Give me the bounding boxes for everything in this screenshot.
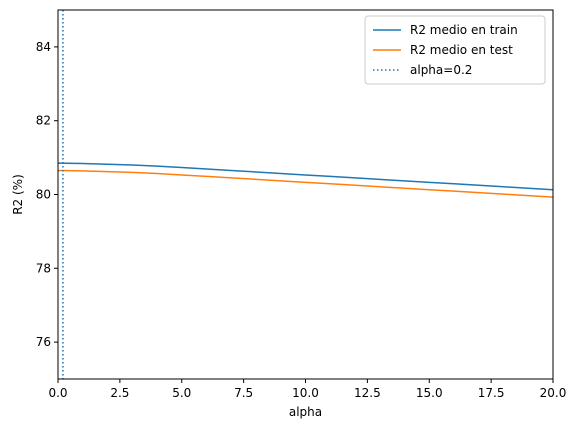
y-tick-label: 78 bbox=[36, 261, 51, 275]
x-tick-label: 0.0 bbox=[48, 386, 67, 400]
legend-label: alpha=0.2 bbox=[410, 63, 472, 77]
x-tick-label: 20.0 bbox=[540, 386, 567, 400]
legend: R2 medio en train R2 medio en test alpha=0… bbox=[364, 15, 546, 85]
x-tick-label: 17.5 bbox=[478, 386, 505, 400]
x-tick-label: 10.0 bbox=[292, 386, 319, 400]
y-axis-ticks: 76 78 80 82 84 bbox=[36, 40, 58, 349]
y-tick-label: 84 bbox=[36, 40, 51, 54]
x-axis-label: alpha bbox=[289, 405, 322, 419]
y-axis-label: R2 (%) bbox=[11, 174, 25, 215]
legend-label: R2 medio en test bbox=[410, 43, 513, 57]
y-tick-label: 82 bbox=[36, 114, 51, 128]
x-tick-label: 5.0 bbox=[172, 386, 191, 400]
series-line-1 bbox=[57, 169, 554, 198]
x-tick-label: 2.5 bbox=[110, 386, 129, 400]
y-tick-label: 80 bbox=[36, 188, 51, 202]
x-axis-ticks: 0.0 2.5 5.0 7.5 10.0 12.5 15.0 17.5 20.0 bbox=[48, 379, 566, 400]
x-tick-label: 15.0 bbox=[416, 386, 443, 400]
legend-box bbox=[364, 15, 546, 85]
x-tick-label: 7.5 bbox=[234, 386, 253, 400]
y-tick-label: 76 bbox=[36, 335, 51, 349]
series-layer bbox=[57, 162, 554, 198]
legend-label: R2 medio en train bbox=[410, 23, 518, 37]
series-line-0 bbox=[57, 162, 554, 191]
x-tick-label: 12.5 bbox=[354, 386, 381, 400]
